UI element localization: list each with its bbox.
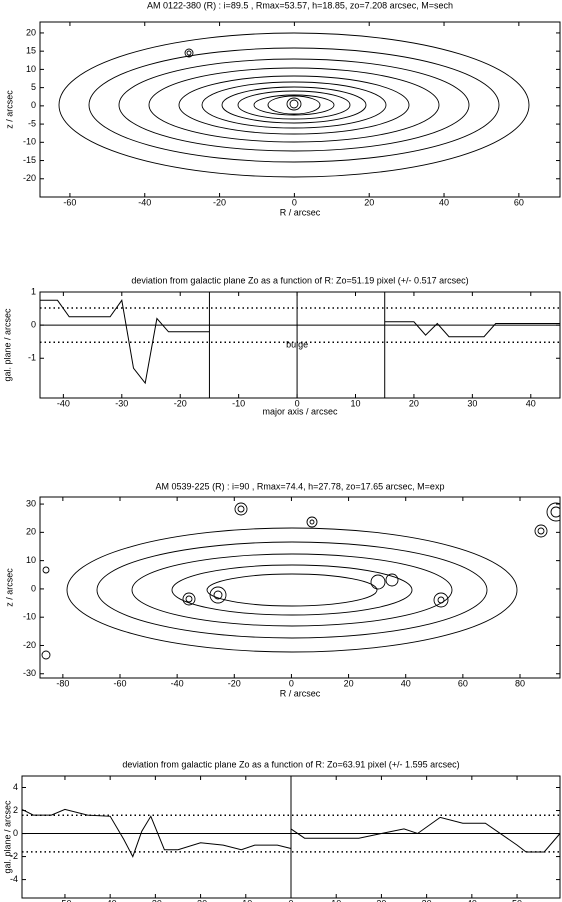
y-tick-label: 2	[13, 805, 18, 815]
plot-frame	[39, 291, 561, 399]
x-tick-label: 20	[344, 678, 354, 688]
y-axis-label: z / arcsec	[4, 568, 14, 607]
panel-title: deviation from galactic plane Zo as a fu…	[122, 759, 459, 769]
x-tick-label: -40	[138, 197, 151, 207]
plot-frame	[21, 775, 561, 899]
x-tick-label: 40	[526, 398, 536, 408]
deviation-line	[21, 808, 561, 858]
x-axis-label: major axis / arcsec	[262, 406, 338, 416]
x-tick-label: 60	[458, 678, 468, 688]
x-tick-label: 30	[467, 398, 477, 408]
y-tick-label: -20	[23, 640, 36, 650]
plot-frame	[39, 21, 561, 198]
y-tick-label: -20	[23, 173, 36, 183]
x-tick-label: 0	[295, 398, 300, 408]
x-tick-label: 40	[467, 898, 477, 902]
y-tick-label: -5	[28, 118, 36, 128]
y-axis-label: gal. plane / arcsec	[2, 800, 12, 874]
y-tick-label: 10	[26, 64, 36, 74]
x-tick-label: -10	[232, 398, 245, 408]
y-tick-label: 0	[31, 100, 36, 110]
y-axis-label: gal. plane / arcsec	[2, 308, 12, 382]
panel-title: deviation from galactic plane Zo as a fu…	[131, 275, 468, 285]
x-tick-label: 0	[289, 678, 294, 688]
y-tick-label: 0	[13, 828, 18, 838]
y-tick-label: -10	[23, 612, 36, 622]
y-tick-label: 20	[26, 527, 36, 537]
x-tick-label: -50	[58, 898, 71, 902]
y-tick-label: 20	[26, 27, 36, 37]
x-tick-label: 80	[515, 678, 525, 688]
y-tick-label: 1	[31, 286, 36, 296]
x-tick-label: -20	[174, 398, 187, 408]
annotation: bulge	[286, 339, 308, 349]
y-tick-label: -30	[23, 668, 36, 678]
x-axis-label: R / arcsec	[280, 207, 321, 217]
x-tick-label: -40	[104, 898, 117, 902]
x-tick-label: 20	[409, 398, 419, 408]
deviation-line	[40, 299, 560, 385]
x-tick-label: -60	[63, 197, 76, 207]
x-tick-label: 0	[292, 197, 297, 207]
plot-frame	[39, 496, 561, 679]
x-tick-label: 40	[439, 197, 449, 207]
x-tick-label: 20	[364, 197, 374, 207]
x-tick-label: -40	[171, 678, 184, 688]
x-tick-label: 40	[401, 678, 411, 688]
x-tick-label: -20	[213, 197, 226, 207]
y-tick-label: -4	[10, 874, 18, 884]
y-tick-label: -15	[23, 155, 36, 165]
x-axis-label: R / arcsec	[280, 688, 321, 698]
x-tick-label: -30	[149, 898, 162, 902]
x-tick-label: -30	[115, 398, 128, 408]
x-tick-label: 10	[331, 898, 341, 902]
y-tick-label: 0	[31, 583, 36, 593]
y-tick-label: 0	[31, 320, 36, 330]
contours-1	[58, 32, 530, 178]
x-tick-label: -20	[194, 898, 207, 902]
panel-title: AM 0122-380 (R) : i=89.5 , Rmax=53.57, h…	[147, 0, 453, 10]
x-tick-label: -60	[113, 678, 126, 688]
y-tick-label: -10	[23, 137, 36, 147]
y-tick-label: 10	[26, 555, 36, 565]
y-axis-label: z / arcsec	[4, 90, 14, 129]
y-tick-label: 4	[13, 782, 18, 792]
x-tick-label: 0	[288, 898, 293, 902]
y-tick-label: 30	[26, 498, 36, 508]
contours-2	[41, 502, 560, 660]
x-tick-label: 20	[376, 898, 386, 902]
panel-title: AM 0539-225 (R) : i=90 , Rmax=74.4, h=27…	[156, 481, 445, 491]
x-tick-label: 10	[350, 398, 360, 408]
y-tick-label: -2	[10, 851, 18, 861]
x-tick-label: 30	[422, 898, 432, 902]
y-tick-label: 5	[31, 82, 36, 92]
x-tick-label: -20	[228, 678, 241, 688]
y-tick-label: -1	[28, 353, 36, 363]
x-tick-label: 60	[514, 197, 524, 207]
y-tick-label: 15	[26, 46, 36, 56]
x-tick-label: -80	[56, 678, 69, 688]
x-tick-label: -40	[57, 398, 70, 408]
x-tick-label: 50	[512, 898, 522, 902]
x-tick-label: -10	[239, 898, 252, 902]
